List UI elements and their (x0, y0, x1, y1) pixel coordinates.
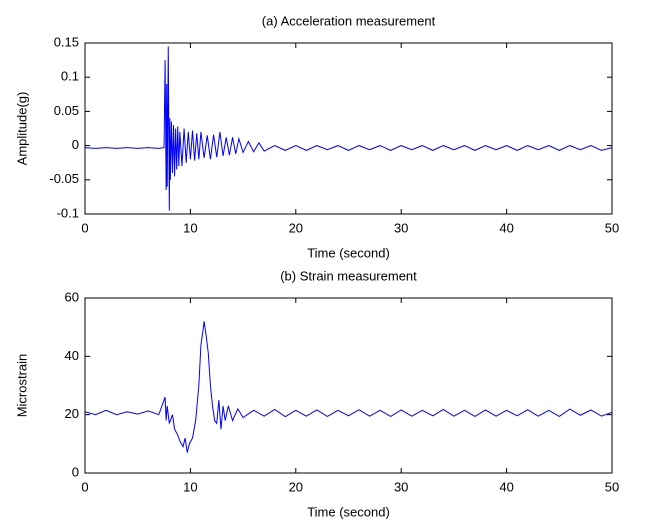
x-tick-label: 20 (289, 220, 303, 235)
y-axis-label: Amplitude(g) (14, 92, 29, 166)
x-tick-label: 50 (605, 479, 619, 494)
plot-area (85, 298, 612, 473)
chart-title: (b) Strain measurement (280, 268, 417, 283)
x-tick-label: 0 (81, 479, 88, 494)
y-tick-label: 0.1 (61, 69, 79, 84)
axes-frame (84, 42, 613, 215)
chart-title: (a) Acceleration measurement (262, 13, 436, 28)
x-tick-label: 10 (183, 220, 197, 235)
axes-frame (84, 297, 613, 474)
y-axis-label: Microstrain (14, 354, 29, 418)
y-tick-label: -0.1 (57, 205, 79, 220)
x-axis-label: Time (second) (307, 504, 390, 519)
y-tick-label: 60 (65, 289, 79, 304)
y-tick-label: 0.05 (54, 103, 79, 118)
data-line (84, 321, 613, 453)
y-tick-label: 0 (72, 464, 79, 479)
x-tick-label: 30 (394, 479, 408, 494)
y-tick-label: -0.05 (49, 171, 79, 186)
x-axis-label: Time (second) (307, 245, 390, 260)
x-tick-label: 40 (499, 479, 513, 494)
x-tick-label: 50 (605, 220, 619, 235)
x-tick-label: 40 (499, 220, 513, 235)
x-tick-label: 30 (394, 220, 408, 235)
y-tick-label: 0 (72, 137, 79, 152)
data-line (84, 46, 613, 211)
y-tick-label: 40 (65, 348, 79, 363)
x-tick-label: 10 (183, 479, 197, 494)
y-tick-label: 20 (65, 406, 79, 421)
plot-area (85, 43, 612, 214)
y-tick-label: 0.15 (54, 34, 79, 49)
x-tick-label: 0 (81, 220, 88, 235)
x-tick-label: 20 (289, 479, 303, 494)
